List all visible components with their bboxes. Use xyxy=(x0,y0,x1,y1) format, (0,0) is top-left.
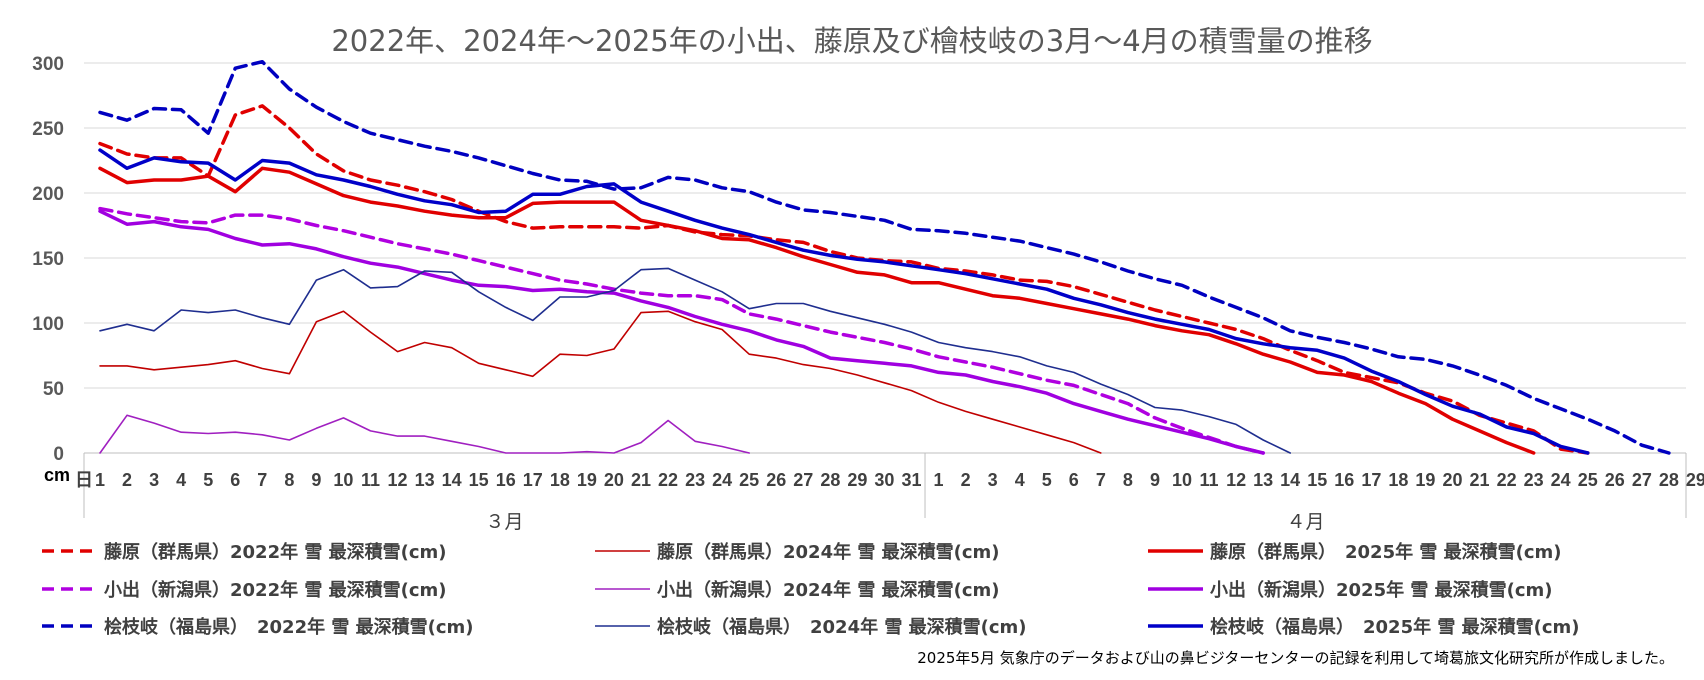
x-tick-label: 6 xyxy=(1069,470,1079,490)
month-label: ３月 xyxy=(486,511,524,533)
x-tick-label: 28 xyxy=(1659,470,1679,490)
y-tick-label: 150 xyxy=(32,249,64,270)
legend-label: 藤原（群馬県）2024年 雪 最深積雪(cm) xyxy=(657,541,1000,563)
series-line-6 xyxy=(98,209,1265,455)
x-tick-label: 7 xyxy=(257,470,267,490)
series-line-7 xyxy=(98,59,1671,455)
series-lines xyxy=(98,59,1671,455)
x-tick-label: 17 xyxy=(1361,470,1381,490)
source-credit: 2025年5月 気象庁のデータおよび山の鼻ビジターセンターの記録を利用して埼葛旅… xyxy=(917,649,1674,667)
x-tick-label: 24 xyxy=(1551,470,1571,490)
x-tick-label: 22 xyxy=(658,470,678,490)
legend-label: 藤原（群馬県）2022年 雪 最深積雪(cm) xyxy=(104,541,447,563)
x-tick-label: 19 xyxy=(1415,470,1435,490)
x-tick-label: 23 xyxy=(685,470,705,490)
y-tick-label: 100 xyxy=(32,314,64,335)
x-tick-label: 13 xyxy=(1253,470,1273,490)
x-tick-label: 16 xyxy=(496,470,516,490)
x-tick-label: 8 xyxy=(1123,470,1133,490)
x-tick-label: 8 xyxy=(284,470,294,490)
x-tick-label: 10 xyxy=(333,470,353,490)
y-tick-label: 300 xyxy=(32,54,64,75)
x-tick-label: 1 xyxy=(934,470,944,490)
series-line-2 xyxy=(99,310,1102,454)
x-tick-label: 31 xyxy=(901,470,921,490)
legend-label: 藤原（群馬県） 2025年 雪 最深積雪(cm) xyxy=(1210,541,1562,563)
chart-title: 2022年、2024年～2025年の小出、藤原及び檜枝岐の3月～4月の積雪量の推… xyxy=(331,24,1372,58)
x-tick-label: 20 xyxy=(1442,470,1462,490)
x-axis-prefix: 日 xyxy=(75,470,93,490)
x-tick-label: 27 xyxy=(1632,470,1652,490)
x-tick-label: 29 xyxy=(1686,470,1704,490)
x-tick-label: 10 xyxy=(1172,470,1192,490)
x-tick-label: 18 xyxy=(550,470,570,490)
legend-label: 桧枝岐（福島県） 2025年 雪 最深積雪(cm) xyxy=(1210,616,1580,638)
series-line-3 xyxy=(98,166,1536,455)
x-tick-label: 27 xyxy=(793,470,813,490)
y-tick-label: 50 xyxy=(43,379,64,400)
x-tick-label: 30 xyxy=(874,470,894,490)
x-tick-label: 22 xyxy=(1497,470,1517,490)
y-tick-label: 200 xyxy=(32,184,64,205)
x-tick-label: 11 xyxy=(1200,470,1219,490)
x-tick-label: 26 xyxy=(766,470,786,490)
x-tick-label: 15 xyxy=(469,470,489,490)
y-unit-label: cm xyxy=(44,465,70,485)
x-tick-label: 21 xyxy=(631,470,651,490)
x-tick-label: 18 xyxy=(1388,470,1408,490)
x-tick-label: 4 xyxy=(176,470,186,490)
x-tick-label: 2 xyxy=(122,470,132,490)
x-tick-label: 4 xyxy=(1015,470,1025,490)
x-tick-label: 19 xyxy=(577,470,597,490)
x-tick-label: 9 xyxy=(1150,470,1160,490)
x-tick-label: 28 xyxy=(820,470,840,490)
x-tick-label: 12 xyxy=(388,470,408,490)
x-tick-label: 9 xyxy=(311,470,321,490)
x-tick-label: 14 xyxy=(1280,470,1300,490)
series-line-1 xyxy=(98,104,1590,455)
x-tick-label: 13 xyxy=(415,470,435,490)
month-label: ４月 xyxy=(1287,511,1325,533)
series-line-9 xyxy=(98,148,1590,455)
x-tick-label: 3 xyxy=(149,470,159,490)
legend-label: 桧枝岐（福島県） 2024年 雪 最深積雪(cm) xyxy=(657,616,1027,638)
x-tick-label: 16 xyxy=(1334,470,1354,490)
x-tick-label: 2 xyxy=(961,470,971,490)
x-tick-label: 5 xyxy=(1042,470,1052,490)
y-tick-label: 250 xyxy=(32,119,64,140)
x-tick-label: 3 xyxy=(988,470,998,490)
legend-label: 小出（新潟県）2022年 雪 最深積雪(cm) xyxy=(104,579,447,601)
x-tick-label: 25 xyxy=(739,470,759,490)
series-line-8 xyxy=(99,267,1291,454)
x-tick-label: 26 xyxy=(1605,470,1625,490)
x-tick-label: 25 xyxy=(1578,470,1598,490)
x-tick-label: 14 xyxy=(442,470,462,490)
x-tick-label: 17 xyxy=(523,470,543,490)
legend-label: 桧枝岐（福島県） 2022年 雪 最深積雪(cm) xyxy=(104,616,474,638)
x-tick-label: 24 xyxy=(712,470,732,490)
x-tick-label: 12 xyxy=(1226,470,1246,490)
x-tick-label: 11 xyxy=(361,470,380,490)
series-line-4 xyxy=(98,206,1265,455)
legend-label: 小出（新潟県）2024年 雪 最深積雪(cm) xyxy=(657,579,1000,601)
legend-label: 小出（新潟県）2025年 雪 最深積雪(cm) xyxy=(1210,579,1553,601)
x-tick-label: 23 xyxy=(1524,470,1544,490)
x-tick-label: 1 xyxy=(95,470,105,490)
x-tick-label: 20 xyxy=(604,470,624,490)
x-tick-label: 21 xyxy=(1470,470,1490,490)
x-tick-label: 7 xyxy=(1096,470,1106,490)
series-line-5 xyxy=(99,414,751,454)
x-tick-label: 15 xyxy=(1307,470,1327,490)
y-tick-label: 0 xyxy=(53,444,64,465)
x-tick-label: 6 xyxy=(230,470,240,490)
x-tick-label: 29 xyxy=(847,470,867,490)
legend: 藤原（群馬県）2022年 雪 最深積雪(cm) 藤原（群馬県）2024年 雪 最深… xyxy=(42,541,1580,638)
x-tick-label: 5 xyxy=(203,470,213,490)
